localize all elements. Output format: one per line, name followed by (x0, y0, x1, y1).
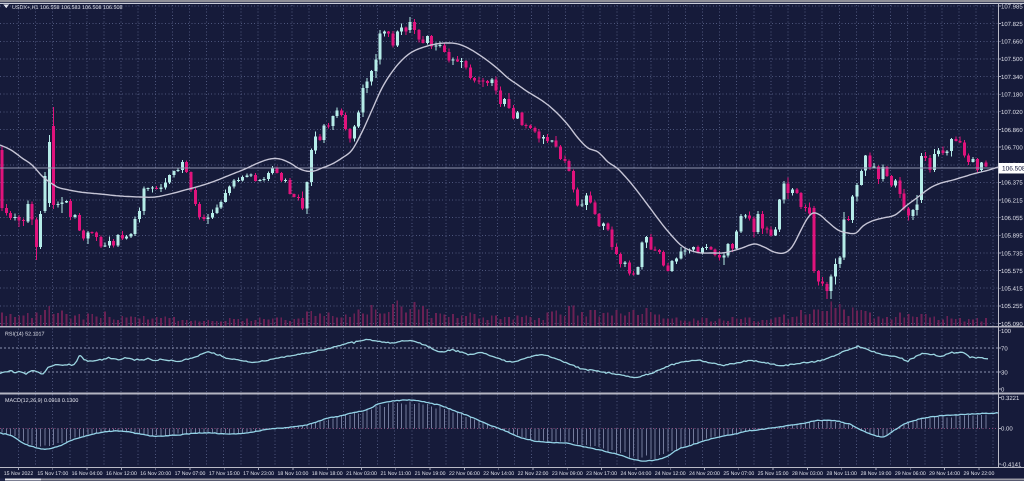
svg-text:106.215: 106.215 (1001, 197, 1023, 204)
svg-text:-0.4141: -0.4141 (1001, 461, 1022, 468)
svg-text:17 Nov 15:00: 17 Nov 15:00 (209, 471, 240, 477)
svg-text:106.508: 106.508 (1002, 166, 1024, 173)
svg-text:21 Nov 19:00: 21 Nov 19:00 (415, 471, 446, 477)
svg-text:24 Nov 04:00: 24 Nov 04:00 (620, 471, 651, 477)
svg-text:30: 30 (1001, 369, 1008, 376)
svg-text:15 Nov 17:00: 15 Nov 17:00 (37, 471, 68, 477)
svg-text:100: 100 (1001, 328, 1012, 335)
svg-text:28 Nov 03:00: 28 Nov 03:00 (792, 471, 823, 477)
svg-text:RSI(14) 52.1017: RSI(14) 52.1017 (5, 332, 45, 338)
svg-text:17 Nov 23:00: 17 Nov 23:00 (243, 471, 274, 477)
svg-text:23 Nov 17:00: 23 Nov 17:00 (586, 471, 617, 477)
svg-text:18 Nov 10:00: 18 Nov 10:00 (277, 471, 308, 477)
svg-text:22 Nov 22:00: 22 Nov 22:00 (518, 471, 549, 477)
svg-text:107.340: 107.340 (1001, 74, 1023, 81)
svg-text:25 Nov 07:00: 25 Nov 07:00 (723, 471, 754, 477)
svg-text:18 Nov 18:00: 18 Nov 18:00 (312, 471, 343, 477)
svg-text:USDX+,H1 106.558 106.583 106.5: USDX+,H1 106.558 106.583 106.508 106.508 (12, 5, 122, 11)
svg-text:106.700: 106.700 (1001, 144, 1023, 151)
svg-text:15 Nov 2022: 15 Nov 2022 (4, 471, 34, 477)
svg-text:105.895: 105.895 (1001, 233, 1023, 240)
svg-text:25 Nov 15:00: 25 Nov 15:00 (758, 471, 789, 477)
svg-text:29 Nov 06:00: 29 Nov 06:00 (895, 471, 926, 477)
svg-text:0.00: 0.00 (1001, 426, 1013, 433)
svg-text:106.860: 106.860 (1001, 127, 1023, 134)
svg-text:0: 0 (1001, 386, 1005, 393)
svg-text:106.055: 106.055 (1001, 215, 1023, 222)
svg-text:28 Nov 19:00: 28 Nov 19:00 (861, 471, 892, 477)
svg-text:106.375: 106.375 (1001, 180, 1023, 187)
svg-text:107.660: 107.660 (1001, 39, 1023, 46)
svg-text:105.255: 105.255 (1001, 303, 1023, 310)
svg-text:70: 70 (1001, 345, 1008, 352)
svg-text:21 Nov 11:00: 21 Nov 11:00 (381, 471, 412, 477)
svg-text:107.020: 107.020 (1001, 109, 1023, 116)
svg-text:22 Nov 06:00: 22 Nov 06:00 (449, 471, 480, 477)
svg-text:MACD(12,26,9) 0.0918 0.1300: MACD(12,26,9) 0.0918 0.1300 (5, 398, 78, 404)
svg-text:107.500: 107.500 (1001, 56, 1023, 63)
svg-text:21 Nov 03:00: 21 Nov 03:00 (346, 471, 377, 477)
svg-text:28 Nov 11:00: 28 Nov 11:00 (826, 471, 857, 477)
svg-text:105.415: 105.415 (1001, 286, 1023, 293)
svg-text:105.575: 105.575 (1001, 268, 1023, 275)
svg-text:107.180: 107.180 (1001, 92, 1023, 99)
svg-text:105.090: 105.090 (1001, 321, 1023, 328)
svg-text:24 Nov 20:00: 24 Nov 20:00 (689, 471, 720, 477)
svg-text:16 Nov 12:00: 16 Nov 12:00 (106, 471, 137, 477)
svg-text:107.825: 107.825 (1001, 21, 1023, 28)
svg-text:105.735: 105.735 (1001, 250, 1023, 257)
svg-text:29 Nov 22:00: 29 Nov 22:00 (963, 471, 994, 477)
svg-text:0.3221: 0.3221 (1001, 395, 1020, 402)
svg-text:107.985: 107.985 (1001, 3, 1023, 10)
svg-text:16 Nov 04:00: 16 Nov 04:00 (72, 471, 103, 477)
svg-text:17 Nov 07:00: 17 Nov 07:00 (175, 471, 206, 477)
svg-text:24 Nov 12:00: 24 Nov 12:00 (655, 471, 686, 477)
svg-text:16 Nov 20:00: 16 Nov 20:00 (140, 471, 171, 477)
svg-text:23 Nov 09:00: 23 Nov 09:00 (552, 471, 583, 477)
svg-text:22 Nov 14:00: 22 Nov 14:00 (483, 471, 514, 477)
svg-text:29 Nov 14:00: 29 Nov 14:00 (929, 471, 960, 477)
